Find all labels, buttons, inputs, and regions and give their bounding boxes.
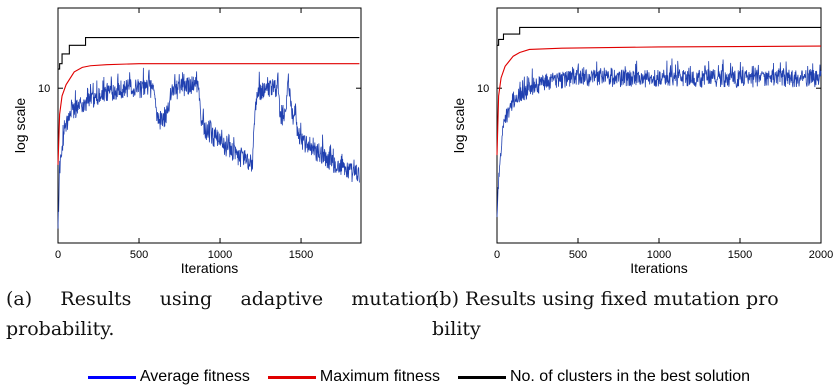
- series-line-no-of-clusters-in-the-best-solution-b: [497, 26, 821, 46]
- x-tick-label: 0: [494, 249, 500, 261]
- x-tick-label: 2000: [809, 249, 833, 261]
- series-line-maximum-fitness-b: [496, 45, 822, 156]
- chart-a: 050010001500101Iterationslog scale: [12, 7, 362, 276]
- caption-b: (b) Results using fixed mutation pro bil…: [432, 284, 838, 344]
- series-line-maximum-fitness-a: [57, 63, 360, 165]
- x-tick-label: 1500: [289, 249, 313, 261]
- caption-a: (a) Results using adaptive mutation prob…: [6, 284, 438, 344]
- legend-item-maximum-fitness: Maximum fitness: [267, 368, 440, 386]
- chart-panel-b: 0500100015002000101Iterationslog scale: [440, 0, 838, 290]
- y-axis-label: log scale: [12, 98, 28, 153]
- plot-frame: [57, 7, 362, 244]
- legend-label-maximum-fitness: Maximum fitness: [319, 368, 440, 385]
- legend-item-clusters: No. of clusters in the best solution: [457, 368, 751, 386]
- caption-a-line1: (a) Results using adaptive mutation: [6, 288, 438, 310]
- legend-label-clusters: No. of clusters in the best solution: [509, 368, 751, 385]
- legend-item-average-fitness: Average fitness: [87, 368, 250, 386]
- x-tick-label: 0: [55, 249, 61, 261]
- caption-a-line2: probability.: [6, 318, 115, 340]
- x-axis-label: Iterations: [630, 260, 688, 276]
- legend-swatch-clusters: [457, 375, 506, 379]
- series-line-average-fitness-b: [496, 58, 822, 218]
- legend-label-average-fitness: Average fitness: [139, 368, 250, 385]
- chart-b: 0500100015002000101Iterationslog scale: [451, 7, 833, 276]
- y-tick-label: 10: [477, 83, 489, 95]
- caption-b-line1: (b) Results using fixed mutation pro: [432, 288, 779, 310]
- x-tick-label: 1000: [647, 249, 671, 261]
- x-tick-label: 500: [569, 249, 587, 261]
- y-axis-label: log scale: [451, 98, 467, 153]
- series-line-no-of-clusters-in-the-best-solution-a: [58, 37, 360, 70]
- plot-frame: [496, 7, 822, 244]
- legend-swatch-maximum-fitness: [267, 375, 316, 379]
- x-tick-label: 1500: [728, 249, 752, 261]
- legend-swatch-average-fitness: [87, 375, 136, 379]
- series-line-average-fitness-a: [57, 67, 360, 229]
- y-tick-label: 10: [38, 83, 50, 95]
- x-tick-label: 500: [130, 249, 148, 261]
- legend: Average fitness Maximum fitness No. of c…: [0, 366, 838, 388]
- x-axis-label: Iterations: [181, 260, 239, 276]
- x-tick-label: 1000: [208, 249, 232, 261]
- chart-panel-a: 050010001500101Iterationslog scale: [0, 0, 380, 290]
- caption-b-line2: bility: [432, 318, 481, 340]
